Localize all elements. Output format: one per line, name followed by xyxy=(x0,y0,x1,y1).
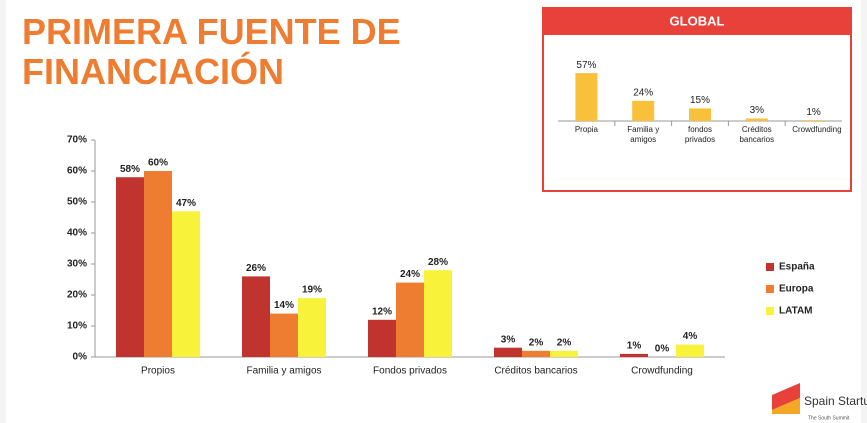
value-label: 47% xyxy=(176,198,196,209)
y-tick-label: 40% xyxy=(67,228,87,239)
value-label: 0% xyxy=(655,344,670,355)
x-tick-label: fondos privados xyxy=(684,125,716,144)
x-tick-label-box: Créditos bancarios xyxy=(739,125,775,144)
x-tick-label: Crowdfunding xyxy=(792,125,842,134)
bar xyxy=(632,100,655,121)
y-tick-label: 20% xyxy=(67,290,87,301)
logo-mark xyxy=(772,383,800,410)
value-label: 1% xyxy=(806,107,821,118)
legend-swatch xyxy=(766,263,774,271)
x-tick-label: Fondos privados xyxy=(373,366,447,377)
x-tick-label: Crowdfunding xyxy=(631,366,693,377)
bar xyxy=(368,319,396,357)
value-label: 14% xyxy=(274,300,294,311)
bar xyxy=(116,177,144,357)
bar xyxy=(424,270,452,357)
x-tick-label-box: Propia xyxy=(574,125,598,134)
bar xyxy=(494,347,522,357)
value-label: 60% xyxy=(148,158,168,169)
x-tick-label: Propia xyxy=(574,125,598,134)
value-label: 1% xyxy=(627,341,642,352)
bar xyxy=(172,211,200,357)
x-tick-label: Familia y amigos xyxy=(627,125,660,144)
bar xyxy=(620,353,648,357)
slide-title: PRIMERA FUENTE DE FINANCIACIÓN xyxy=(22,11,401,92)
bar xyxy=(575,73,598,121)
value-label: 3% xyxy=(750,105,765,116)
value-label: 24% xyxy=(400,269,420,280)
chart-title: GLOBAL xyxy=(670,13,725,28)
x-tick-label: Propios xyxy=(141,366,175,377)
bar xyxy=(676,344,704,357)
bar xyxy=(689,108,711,121)
value-label: 2% xyxy=(529,337,544,348)
x-tick-label-box: Familia y amigos xyxy=(627,125,660,144)
bar xyxy=(270,313,298,357)
y-tick-label: 50% xyxy=(67,197,87,208)
y-tick-label: 70% xyxy=(67,135,87,146)
x-tick-label: Créditos bancarios xyxy=(494,366,577,377)
bar xyxy=(298,298,326,357)
y-tick-label: 10% xyxy=(67,321,87,332)
logo-mark xyxy=(772,398,800,414)
logo-tagline: The South Summit xyxy=(808,415,850,421)
value-label: 2% xyxy=(557,337,572,348)
bar xyxy=(396,282,424,357)
logo: Spain Startup The South Summit xyxy=(772,383,867,421)
value-label: 19% xyxy=(302,285,322,296)
bar xyxy=(550,350,578,357)
value-label: 24% xyxy=(633,87,653,98)
legend-label: LATAM xyxy=(779,306,813,317)
bar xyxy=(522,350,550,357)
value-label: 4% xyxy=(683,331,698,342)
y-tick-label: 60% xyxy=(67,166,87,177)
y-tick-label: 30% xyxy=(67,259,87,270)
legend-swatch xyxy=(766,307,774,315)
legend-label: España xyxy=(779,262,815,273)
value-label: 12% xyxy=(372,306,392,317)
bar xyxy=(242,276,270,357)
global-header xyxy=(543,8,851,35)
x-tick-label-box: Crowdfunding xyxy=(792,125,842,134)
value-label: 3% xyxy=(501,334,516,345)
bar xyxy=(745,118,768,121)
value-label: 15% xyxy=(690,95,710,106)
legend-swatch xyxy=(766,285,774,293)
value-label: 57% xyxy=(576,60,596,71)
x-tick-label-box: fondos privados xyxy=(684,125,716,144)
legend-label: Europa xyxy=(779,284,814,295)
x-tick-label: Familia y amigos xyxy=(246,366,321,377)
bar xyxy=(144,171,172,357)
bar xyxy=(802,120,825,121)
value-label: 26% xyxy=(246,263,266,274)
logo-name: Spain Startup xyxy=(804,394,867,408)
value-label: 58% xyxy=(120,164,140,175)
value-label: 28% xyxy=(428,257,448,268)
y-tick-label: 0% xyxy=(73,352,88,363)
x-tick-label: Créditos bancarios xyxy=(739,125,775,144)
